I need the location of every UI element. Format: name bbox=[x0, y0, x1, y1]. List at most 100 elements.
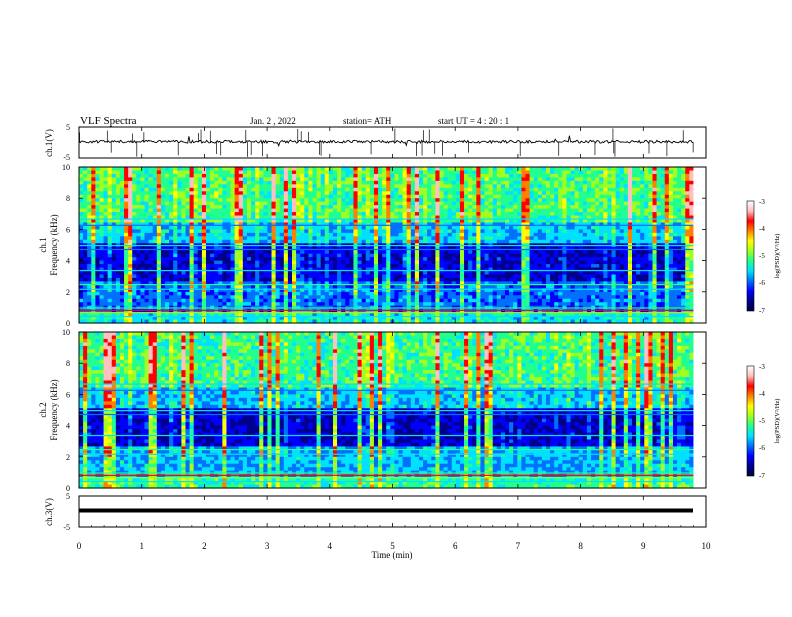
spectrogram-cell bbox=[317, 188, 322, 192]
spectrogram-cell bbox=[390, 212, 395, 216]
spectrogram-cell bbox=[124, 188, 129, 192]
spectrogram-cell bbox=[513, 184, 518, 188]
spectrogram-cell bbox=[259, 188, 264, 192]
spectrogram-cell bbox=[411, 233, 416, 237]
spectrogram-cell bbox=[362, 170, 367, 174]
spectrogram-cell bbox=[173, 212, 178, 216]
spectrogram-cell bbox=[431, 191, 436, 195]
spectrogram-cell bbox=[501, 212, 506, 216]
spectrogram-cell bbox=[390, 236, 395, 240]
spectrogram-cell bbox=[444, 191, 449, 195]
spectrogram-cell bbox=[218, 295, 223, 299]
spectrogram-cell bbox=[190, 264, 195, 268]
spectrogram-cell bbox=[415, 209, 420, 213]
spectrogram-cell bbox=[489, 278, 494, 282]
spectrogram-cell bbox=[161, 292, 166, 296]
spectrogram-cell bbox=[99, 184, 104, 188]
spectrogram-cell bbox=[169, 264, 174, 268]
spectrogram-cell bbox=[415, 195, 420, 199]
spectrogram-cell bbox=[427, 191, 432, 195]
spectrogram-cell bbox=[509, 233, 514, 237]
spectrogram-cell bbox=[218, 299, 223, 303]
spectrogram-cell bbox=[329, 240, 334, 244]
spectrogram-cell bbox=[312, 254, 317, 258]
spectrogram-cell bbox=[378, 191, 383, 195]
spectrogram-cell bbox=[476, 295, 481, 299]
spectrogram-cell bbox=[497, 198, 502, 202]
spectrogram-cell bbox=[157, 295, 162, 299]
spectrogram-cell bbox=[210, 278, 215, 282]
spectrogram-cell bbox=[304, 170, 309, 174]
spectrogram-cell bbox=[218, 198, 223, 202]
spectrogram-cell bbox=[399, 247, 404, 251]
spectrogram-cell bbox=[415, 240, 420, 244]
spectrogram-cell bbox=[198, 271, 203, 275]
spectrogram-cell bbox=[91, 195, 96, 199]
spectrogram-cell bbox=[140, 174, 145, 178]
spectrogram-cell bbox=[226, 198, 231, 202]
spectrogram-cell bbox=[104, 274, 109, 278]
spectrogram-cell bbox=[99, 198, 104, 202]
spectrogram-cell bbox=[349, 264, 354, 268]
spectrogram-cell bbox=[333, 174, 338, 178]
spectrogram-cell bbox=[341, 254, 346, 258]
spectrogram-cell bbox=[149, 278, 154, 282]
spectrogram-cell bbox=[505, 226, 510, 230]
spectrogram-cell bbox=[509, 261, 514, 265]
spectrogram-cell bbox=[468, 174, 473, 178]
spectrogram-cell bbox=[304, 278, 309, 282]
spectrogram-cell bbox=[321, 222, 326, 226]
spectrogram-cell bbox=[128, 292, 133, 296]
spectrogram-cell bbox=[280, 271, 285, 275]
spectrogram-cell bbox=[267, 202, 272, 206]
spectrogram-cell bbox=[124, 250, 129, 254]
spectrogram-cell bbox=[280, 198, 285, 202]
spectrogram-cell bbox=[140, 233, 145, 237]
spectrogram-cell bbox=[235, 264, 240, 268]
spectrogram-cell bbox=[157, 174, 162, 178]
spectrogram-cell bbox=[308, 229, 313, 233]
spectrogram-cell bbox=[341, 250, 346, 254]
spectrogram-cell bbox=[374, 198, 379, 202]
spectrogram-cell bbox=[431, 209, 436, 213]
spectrogram-cell bbox=[161, 295, 166, 299]
spectrogram-cell bbox=[272, 229, 277, 233]
spectrogram-cell bbox=[296, 222, 301, 226]
spectrogram-cell bbox=[247, 177, 252, 181]
spectrogram-cell bbox=[173, 292, 178, 296]
spectrogram-cell bbox=[222, 271, 227, 275]
spectrogram-cell bbox=[91, 257, 96, 261]
spectrogram-cell bbox=[386, 184, 391, 188]
spectrogram-cell bbox=[263, 202, 268, 206]
spectrogram-cell bbox=[206, 257, 211, 261]
spectrogram-cell bbox=[505, 261, 510, 265]
spectrogram-cell bbox=[517, 285, 522, 289]
spectrogram-cell bbox=[456, 202, 461, 206]
spectrogram-cell bbox=[292, 261, 297, 265]
spectrogram-cell bbox=[333, 299, 338, 303]
spectrogram-cell bbox=[448, 212, 453, 216]
spectrogram-cell bbox=[366, 198, 371, 202]
spectrogram-cell bbox=[243, 302, 248, 306]
spectrogram-cell bbox=[468, 188, 473, 192]
spectrogram-cell bbox=[308, 278, 313, 282]
spectrogram-cell bbox=[140, 205, 145, 209]
spectrogram-cell bbox=[284, 202, 289, 206]
spectrogram-cell bbox=[325, 198, 330, 202]
spectrogram-cell bbox=[374, 177, 379, 181]
spectrogram-cell bbox=[378, 261, 383, 265]
spectrogram-cell bbox=[452, 198, 457, 202]
spectrogram-cell bbox=[304, 302, 309, 306]
spectrogram-cell bbox=[288, 261, 293, 265]
spectrogram-cell bbox=[173, 299, 178, 303]
spectrogram-cell bbox=[480, 250, 485, 254]
spectrogram-cell bbox=[382, 250, 387, 254]
spectrogram-cell bbox=[308, 195, 313, 199]
spectrogram-cell bbox=[186, 209, 191, 213]
spectrogram-cell bbox=[255, 247, 260, 251]
spectrogram-cell bbox=[165, 278, 170, 282]
spectrogram-cell bbox=[231, 257, 236, 261]
spectrogram-cell bbox=[190, 302, 195, 306]
spectrogram-cell bbox=[272, 191, 277, 195]
spectrogram-cell bbox=[153, 174, 158, 178]
